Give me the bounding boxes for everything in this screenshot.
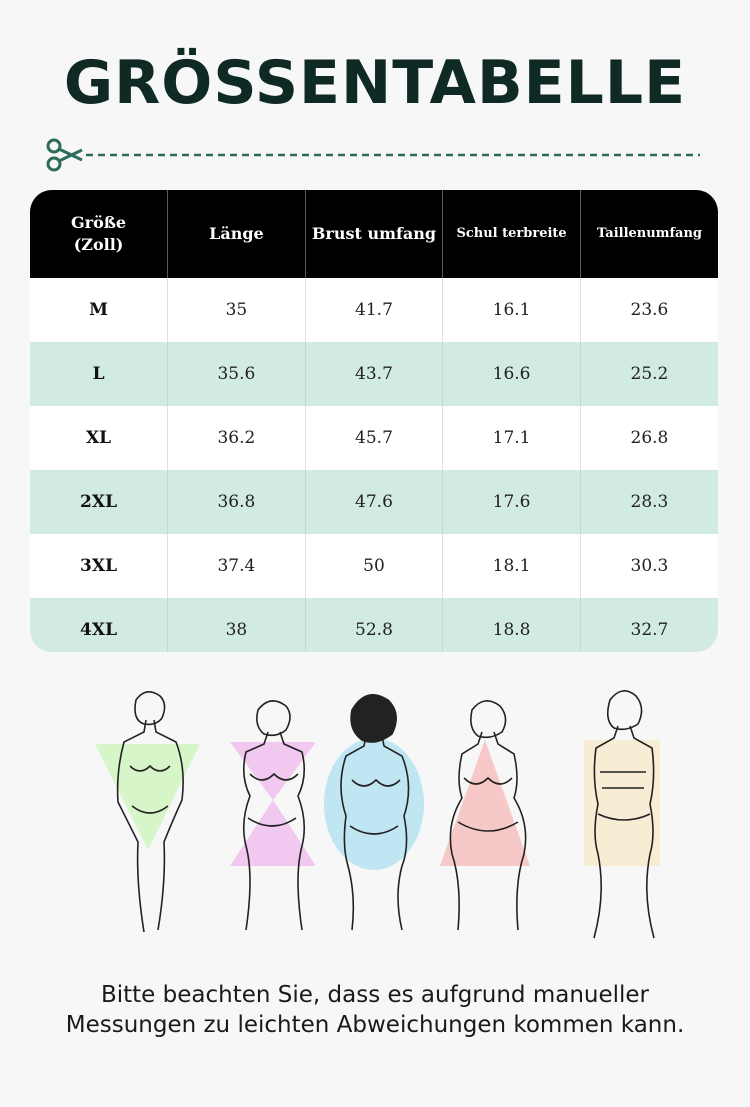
shoulder-cell: 16.6: [442, 342, 581, 406]
scissors-icon: [46, 138, 83, 172]
length-cell: 36.2: [167, 406, 306, 470]
length-cell: 35.6: [167, 342, 306, 406]
waist-cell: 25.2: [580, 342, 718, 406]
measurement-disclaimer: Bitte beachten Sie, dass es aufgrund man…: [65, 982, 685, 1038]
length-cell: 37.4: [167, 534, 306, 598]
bust-cell: 47.6: [305, 470, 444, 534]
bust-cell: 45.7: [305, 406, 444, 470]
size-table-container: Größe (Zoll) Länge Brust umfang Schul te…: [30, 190, 718, 652]
length-cell: 36.8: [167, 470, 306, 534]
body-shape-figure-rectangle: [584, 690, 660, 939]
size-cell: M: [30, 278, 169, 342]
table-header-row: Größe (Zoll) Länge Brust umfang Schul te…: [30, 190, 718, 278]
bust-cell: 50: [305, 534, 444, 598]
cut-line: [46, 138, 700, 172]
shoulder-cell: 16.1: [442, 278, 581, 342]
body-shape-figure-hourglass: [230, 700, 316, 931]
waist-cell: 23.6: [630, 300, 669, 320]
bust-cell: 41.7: [305, 278, 444, 342]
body-shape-figure-pear: [440, 700, 530, 931]
length-cell: 38: [167, 598, 306, 652]
size-cell: XL: [30, 406, 169, 470]
size-cell: 3XL: [30, 534, 169, 598]
header-size: Größe (Zoll): [30, 190, 169, 278]
header-shoulder: Schul terbreite: [442, 190, 581, 278]
header-bust: Brust umfang: [305, 190, 444, 278]
table-row: L 35.6 43.7 16.6 25.2: [30, 342, 718, 406]
page-title: GRÖSSENTABELLE: [63, 48, 687, 118]
bust-cell: 52.8: [305, 598, 444, 652]
size-cell: 2XL: [30, 470, 169, 534]
header-size-label: Größe (Zoll): [70, 213, 127, 254]
shoulder-cell: 17.1: [442, 406, 581, 470]
body-shape-illustrations: [95, 690, 660, 939]
bust-cell: 43.7: [305, 342, 444, 406]
waist-cell: 32.7: [580, 598, 718, 652]
header-waist: Taillenumfang: [580, 190, 718, 278]
table-row: 4XL 38 52.8 18.8 32.7: [30, 598, 718, 652]
table-row: M 35 41.7 16.1 23.6: [30, 278, 718, 342]
size-table: Größe (Zoll) Länge Brust umfang Schul te…: [30, 190, 718, 652]
waist-cell: 26.8: [630, 428, 669, 448]
shoulder-cell: 18.1: [442, 534, 581, 598]
table-row: 3XL 37.4 50 18.1 30.3: [30, 534, 718, 598]
shoulder-cell: 17.6: [442, 470, 581, 534]
body-shape-figure-inverted-triangle: [95, 691, 200, 933]
size-cell: L: [30, 342, 169, 406]
size-cell: 4XL: [30, 598, 169, 652]
waist-cell: 30.3: [630, 556, 669, 576]
shoulder-cell: 18.8: [442, 598, 581, 652]
table-row: 2XL 36.8 47.6 17.6 28.3: [30, 470, 718, 534]
length-cell: 35: [167, 278, 306, 342]
body-shape-figure-apple: [324, 694, 424, 931]
header-length: Länge: [167, 190, 306, 278]
waist-cell: 28.3: [580, 470, 718, 534]
table-row: XL 36.2 45.7 17.1 26.8: [30, 406, 718, 470]
